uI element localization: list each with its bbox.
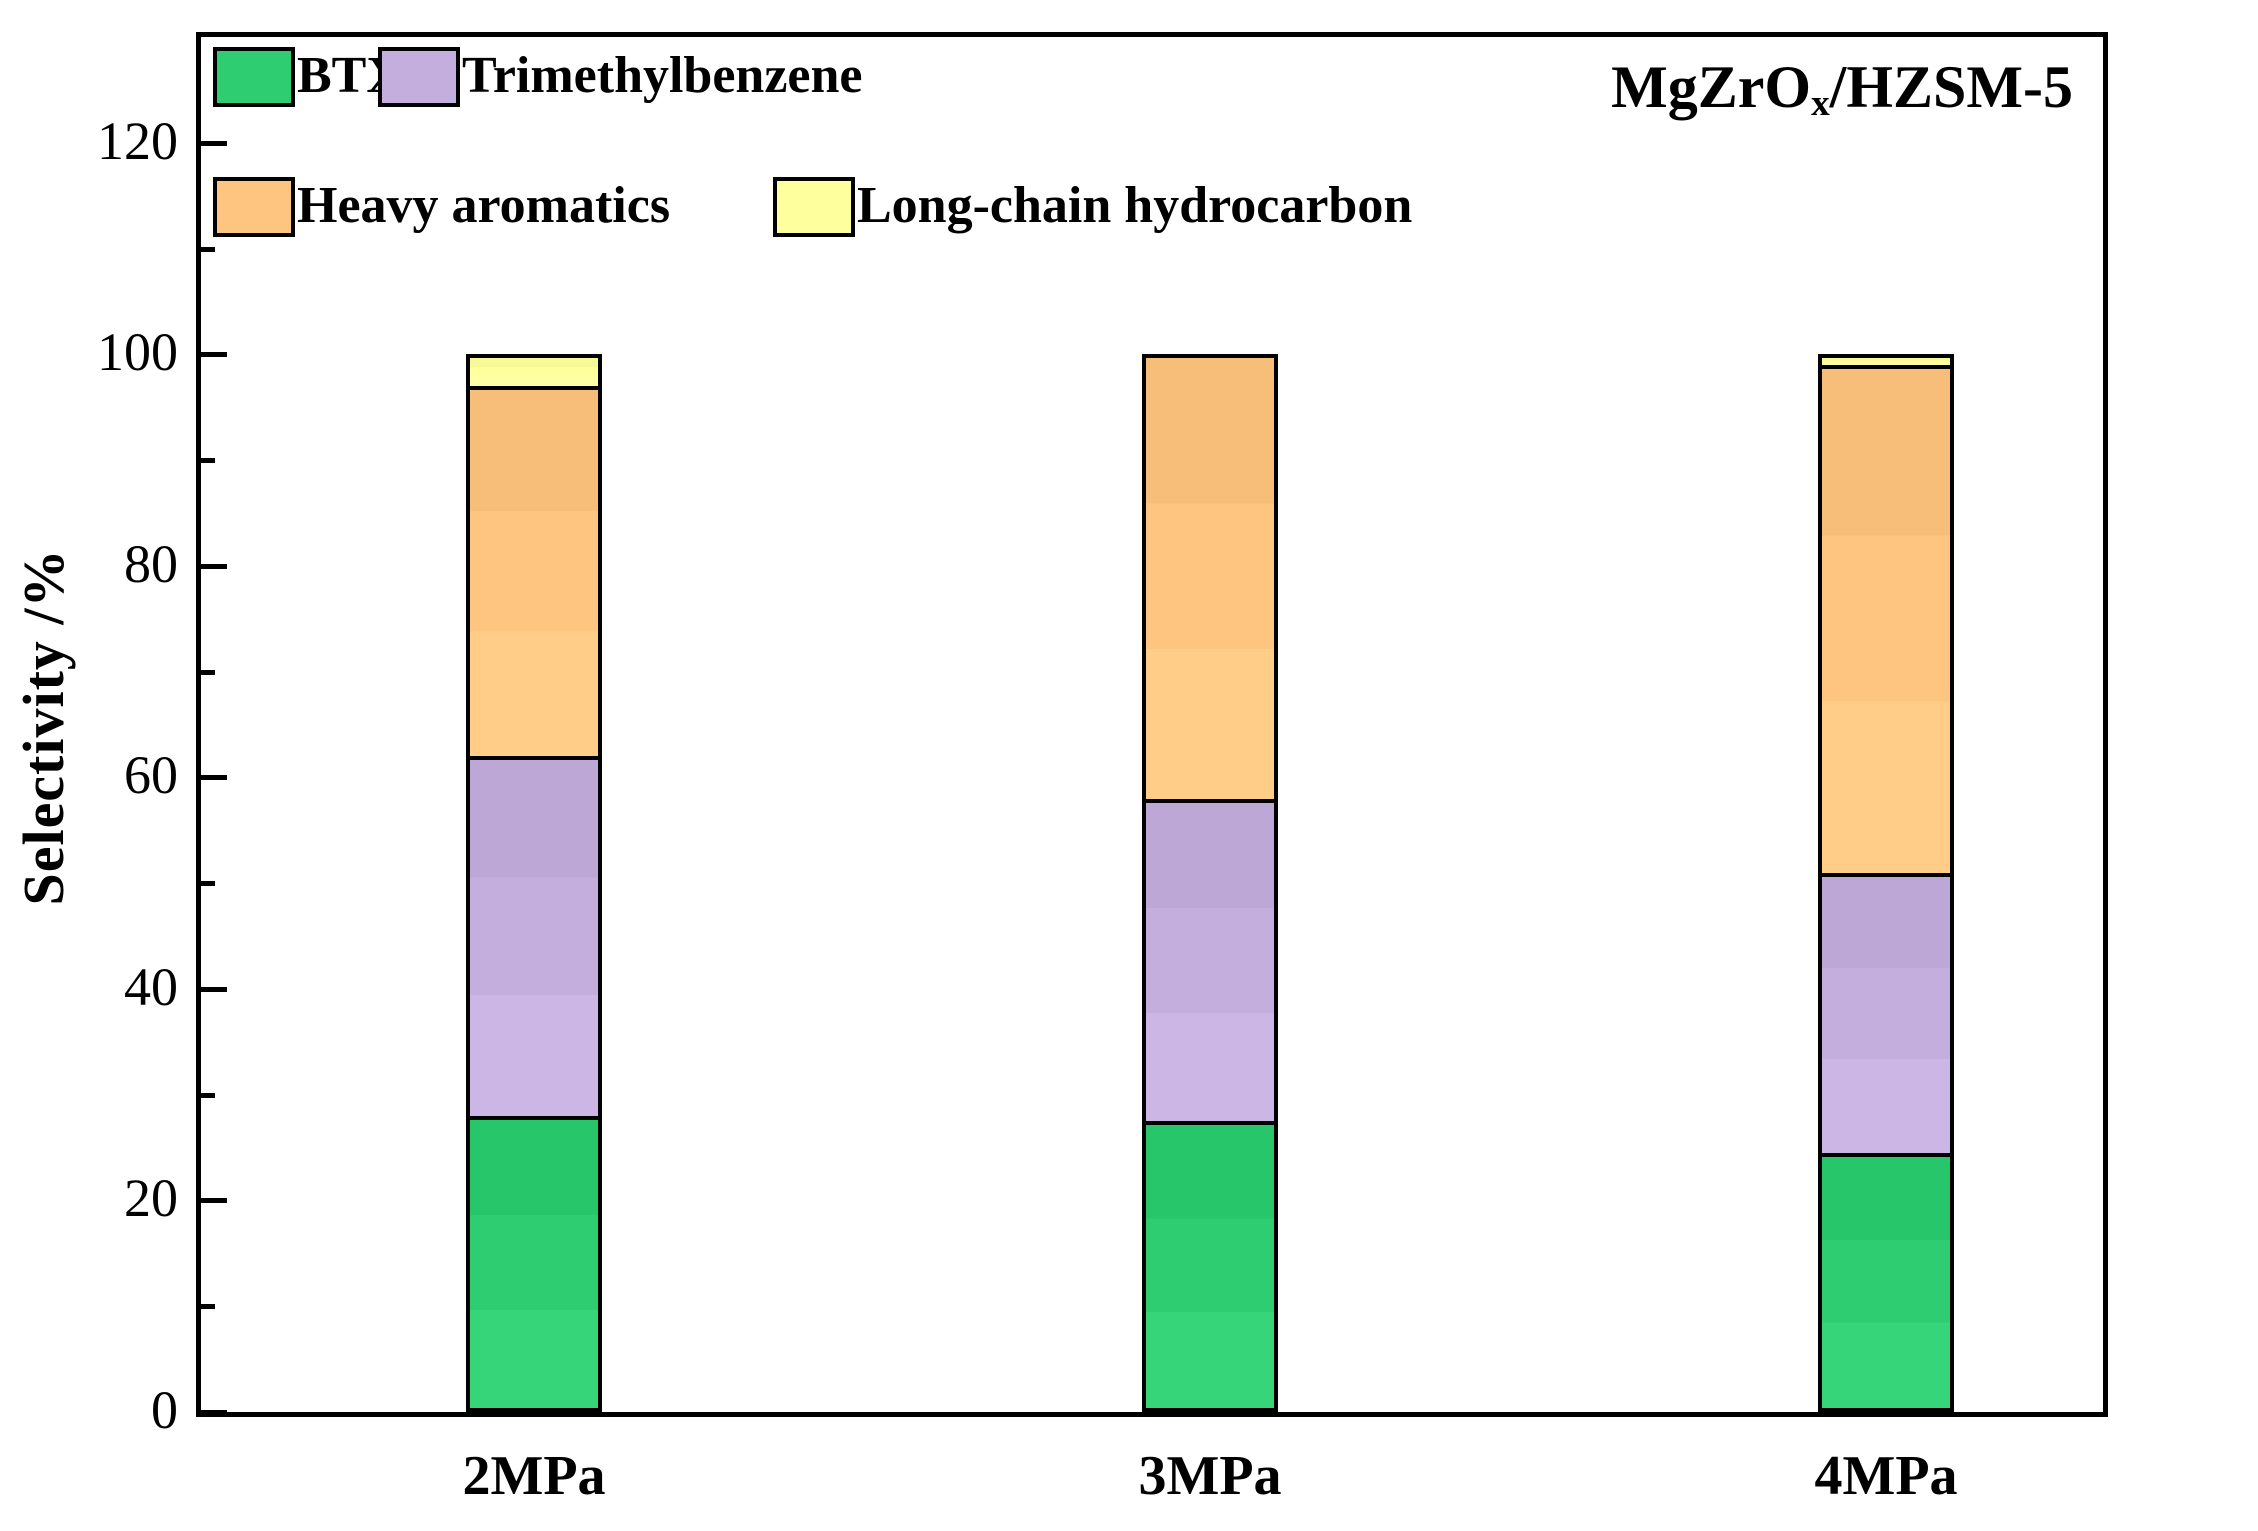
bar-segment-btx [1818, 1152, 1954, 1412]
legend-swatch-long-chain-hydrocarbon [773, 177, 855, 237]
y-minor-tick [201, 669, 215, 675]
x-tick-label-2mpa: 2MPa [462, 1445, 606, 1507]
bar-segment-trimethylbenzene [466, 756, 602, 1120]
y-major-tick [201, 1410, 227, 1415]
y-minor-tick [201, 881, 215, 887]
y-minor-tick [201, 1092, 215, 1098]
y-major-tick [201, 352, 227, 358]
legend-label-long-chain-hydrocarbon: Long-chain hydrocarbon [857, 177, 1413, 234]
y-major-tick [201, 986, 227, 992]
y-tick-label: 80 [124, 533, 178, 594]
bar-segment-heavy-aromatics [466, 386, 602, 761]
y-major-tick [201, 140, 227, 146]
bar-segment-long-chain-hydrocarbon [1818, 354, 1954, 369]
bar-segment-heavy-aromatics [1818, 364, 1954, 877]
chart-title-subscript: x [1811, 83, 1830, 125]
y-major-tick [201, 775, 227, 781]
bar-segment-trimethylbenzene [1142, 798, 1278, 1126]
y-tick-label: 120 [97, 110, 178, 171]
y-minor-tick [201, 458, 215, 464]
y-minor-tick [201, 246, 215, 252]
bar-segment-btx [466, 1115, 602, 1412]
plot-area: MgZrOx/HZSM-5 BTX Trimethylbenzene Heavy… [196, 32, 2108, 1417]
y-tick-label: 100 [97, 322, 178, 383]
bar-segment-trimethylbenzene [1818, 872, 1954, 1157]
x-tick-label-4mpa: 4MPa [1814, 1445, 1958, 1507]
bar-2mpa [466, 37, 602, 1412]
bar-segment-btx [1142, 1121, 1278, 1412]
legend-label-trimethylbenzene: Trimethylbenzene [462, 47, 863, 104]
chart-title-suffix: /HZSM-5 [1829, 54, 2073, 120]
y-tick-label: 40 [124, 956, 178, 1017]
y-major-tick [201, 563, 227, 569]
legend-label-heavy-aromatics: Heavy aromatics [297, 177, 671, 234]
y-minor-tick [201, 1304, 215, 1310]
bar-3mpa [1142, 37, 1278, 1412]
y-tick-label: 60 [124, 745, 178, 806]
chart-title-main: MgZrO [1611, 54, 1812, 120]
y-tick-label: 0 [151, 1379, 178, 1440]
legend-swatch-heavy-aromatics [213, 177, 295, 237]
bar-segment-long-chain-hydrocarbon [466, 354, 602, 391]
y-tick-label: 20 [124, 1168, 178, 1229]
x-tick-label-3mpa: 3MPa [1138, 1445, 1282, 1507]
bar-segment-heavy-aromatics [1142, 354, 1278, 803]
bar-4mpa [1818, 37, 1954, 1412]
y-major-tick [201, 1198, 227, 1204]
chart-title: MgZrOx/HZSM-5 [1611, 54, 2073, 122]
legend-swatch-trimethylbenzene [378, 47, 460, 107]
legend-swatch-btx [213, 47, 295, 107]
